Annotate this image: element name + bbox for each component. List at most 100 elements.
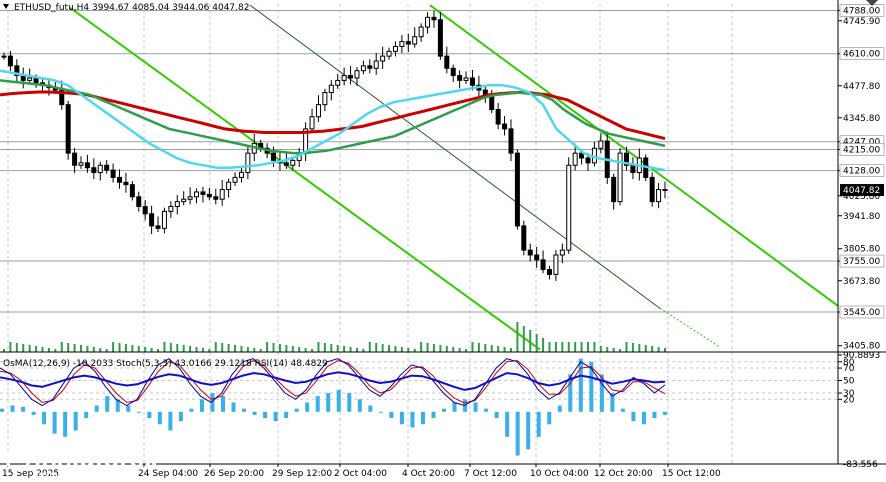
level-badge xyxy=(839,4,885,17)
candle-body xyxy=(425,16,431,28)
candle-body xyxy=(328,84,334,94)
candle-body xyxy=(123,181,129,186)
volume-bar xyxy=(221,343,224,352)
candle-body xyxy=(450,67,456,77)
time-tick-label: 2 Oct 04:00 xyxy=(334,469,387,479)
stoch-main-line xyxy=(0,358,666,407)
candle-body xyxy=(437,19,443,57)
osma-bar xyxy=(252,411,257,415)
candle-body xyxy=(322,92,328,106)
osma-bar xyxy=(557,405,562,412)
volume-bar xyxy=(420,342,423,352)
volume-bars xyxy=(3,322,666,352)
osma-bar xyxy=(315,396,320,412)
osma-bar xyxy=(652,411,657,419)
osma-bar xyxy=(526,411,531,450)
osma-bar xyxy=(221,396,225,412)
candle-body xyxy=(617,152,623,203)
price-tick-label: 3673.80 xyxy=(843,277,880,287)
candle-body xyxy=(418,26,424,38)
volume-bar xyxy=(182,345,185,352)
candle-body xyxy=(232,176,238,183)
osma-bar xyxy=(115,399,120,412)
volume-bar xyxy=(112,342,115,352)
candles xyxy=(1,10,668,281)
osma-bar xyxy=(589,361,594,412)
price-tick-label: 4745.90 xyxy=(843,17,880,27)
price-tick-label: 4247.00 xyxy=(843,138,880,148)
time-tick-label: 26 Sep 20:00 xyxy=(204,469,264,479)
osma-bar xyxy=(284,411,289,419)
osma-bar xyxy=(452,402,457,412)
volume-bar xyxy=(291,346,294,352)
candle-body xyxy=(405,41,411,45)
osma-bar xyxy=(389,411,394,419)
volume-bar xyxy=(311,349,314,352)
osma-bar xyxy=(410,411,415,428)
osma-bar xyxy=(620,408,625,412)
candle-body xyxy=(142,205,148,215)
stoch-signal-line xyxy=(0,360,666,404)
volume-bar xyxy=(278,344,281,352)
volume-bar xyxy=(54,349,57,352)
sub-grid xyxy=(0,361,838,400)
candle-body xyxy=(315,104,321,118)
candle-body xyxy=(104,164,110,171)
candle-body xyxy=(373,60,379,69)
osma-bar xyxy=(484,408,489,412)
osc-tick-label: 70 xyxy=(843,364,855,374)
osc-tick-label: 90.8893 xyxy=(843,351,880,361)
volume-bar xyxy=(497,346,500,352)
candle-body xyxy=(656,189,662,203)
osma-bar xyxy=(242,408,247,412)
oscillator-lines xyxy=(0,358,666,407)
osma-bar xyxy=(368,405,373,412)
current-price-label: 4047.82 xyxy=(843,186,880,196)
volume-bar xyxy=(586,342,589,352)
osc-tick-label: 80 xyxy=(843,358,855,368)
volume-bar xyxy=(227,344,230,352)
channel-mid-line xyxy=(249,4,661,309)
dropdown-triangle-icon[interactable] xyxy=(3,4,9,9)
volume-bar xyxy=(35,346,38,352)
candle-body xyxy=(399,41,405,47)
volume-bar xyxy=(612,348,615,352)
volume-bar xyxy=(407,348,410,352)
volume-bar xyxy=(240,346,243,352)
volume-bar xyxy=(105,349,108,352)
candle-body xyxy=(27,77,33,81)
candle-body xyxy=(495,108,501,125)
price-tick-label: 4477.80 xyxy=(843,82,880,92)
volume-bar xyxy=(567,342,570,352)
candle-body xyxy=(129,184,135,198)
volume-bar xyxy=(529,330,532,352)
time-tick-label: 7 Oct 12:00 xyxy=(464,469,517,479)
volume-bar xyxy=(336,345,339,352)
osma-bar xyxy=(473,402,478,412)
osma-bar xyxy=(189,408,194,412)
volume-bar xyxy=(554,342,557,352)
volume-bar xyxy=(330,344,333,352)
candle-body xyxy=(290,159,296,166)
candle-body xyxy=(33,77,39,84)
volume-bar xyxy=(15,343,18,352)
osma-bar xyxy=(0,408,4,412)
volume-bar xyxy=(664,348,666,352)
volume-bar xyxy=(47,348,50,352)
candle-body xyxy=(335,79,341,86)
volume-bar xyxy=(580,342,583,352)
volume-bar xyxy=(73,344,76,352)
volume-bar xyxy=(535,334,538,352)
volume-bar xyxy=(593,342,596,352)
osma-bar xyxy=(378,411,383,413)
scroll-arrow-icon[interactable] xyxy=(866,0,878,6)
candle-body xyxy=(187,196,193,200)
indicator-header: OsMA(12,26,9) -10.2033 Stoch(5,3,3) 43.0… xyxy=(3,359,328,369)
volume-bar xyxy=(195,347,198,352)
candle-body xyxy=(392,45,398,52)
candle-body xyxy=(174,201,180,207)
osma-bar xyxy=(42,411,47,425)
volume-bar xyxy=(606,347,609,352)
